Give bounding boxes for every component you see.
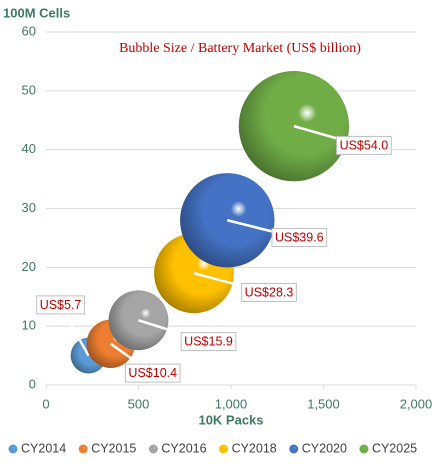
legend-marker — [78, 444, 88, 454]
y-tick-label: 40 — [22, 141, 36, 156]
value-label: US$54.0 — [340, 138, 389, 152]
y-tick-label: 60 — [22, 23, 36, 38]
x-tick-label: 1,000 — [215, 396, 248, 411]
value-label: US$39.6 — [275, 231, 324, 245]
y-tick-label: 30 — [22, 200, 36, 215]
x-tick-label: 2,000 — [400, 396, 433, 411]
legend-marker — [148, 444, 158, 454]
legend-marker — [359, 444, 369, 454]
value-label: US$28.3 — [245, 286, 294, 300]
value-label-box — [124, 363, 181, 383]
bubble — [238, 71, 350, 182]
value-label: US$5.7 — [40, 298, 82, 312]
value-label-box — [180, 332, 237, 352]
chart-title: Bubble Size / Battery Market (US$ billio… — [119, 41, 361, 56]
y-axis-label: 100M Cells — [3, 5, 70, 20]
legend-label: CY2025 — [372, 441, 417, 455]
x-tick-label: 0 — [42, 396, 49, 411]
legend-marker — [289, 444, 299, 454]
x-tick-label: 1,500 — [307, 396, 340, 411]
legend-marker — [219, 444, 229, 454]
value-label-box — [241, 283, 297, 303]
value-label-box — [36, 295, 85, 315]
y-tick-label: 10 — [22, 318, 36, 333]
x-axis-label: 10K Packs — [198, 412, 263, 427]
legend-label: CY2016 — [161, 441, 206, 455]
value-label: US$10.4 — [128, 366, 177, 380]
value-label: US$15.9 — [184, 335, 233, 349]
value-label-box — [271, 228, 328, 248]
legend-label: CY2018 — [232, 441, 277, 455]
y-tick-label: 0 — [29, 376, 36, 391]
legend-label: CY2020 — [302, 441, 347, 455]
x-tick-label: 500 — [128, 396, 150, 411]
y-tick-label: 50 — [22, 82, 36, 97]
legend-label: CY2015 — [91, 441, 136, 455]
legend-marker — [8, 444, 18, 454]
legend-label: CY2014 — [21, 441, 66, 455]
y-tick-label: 20 — [22, 259, 36, 274]
value-label-box — [336, 135, 392, 155]
